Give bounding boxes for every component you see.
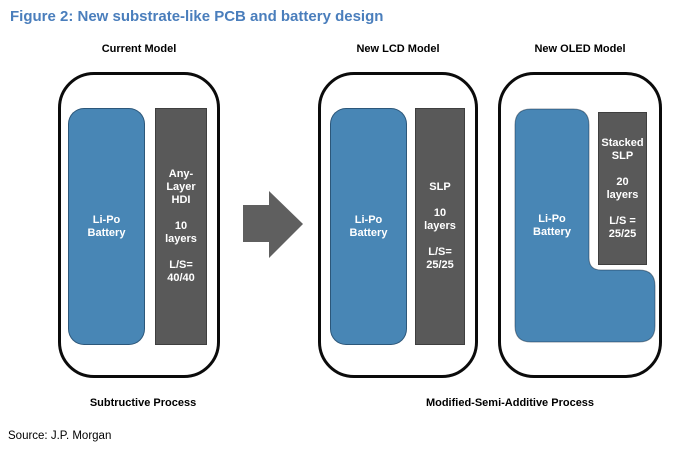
arrow-shaft [243, 205, 269, 242]
phone-outline-current-model: Li-Po Battery Any- Layer HDI 10 layers L… [58, 72, 220, 378]
phone-outline-new-lcd-model: Li-Po Battery SLP 10 layers L/S= 25/25 [318, 72, 478, 378]
battery-block-lcd: Li-Po Battery [330, 108, 407, 345]
l-shaped-battery-shape [514, 108, 656, 343]
phone-outline-new-oled-model: Li-Po Battery Stacked SLP 20 layers L/S … [498, 72, 662, 378]
arrow-head [269, 191, 303, 258]
arrow-right-icon [243, 191, 303, 258]
column-header-current-model: Current Model [101, 43, 177, 55]
pcb-block-slp: SLP 10 layers L/S= 25/25 [415, 108, 465, 345]
column-header-new-lcd-model: New LCD Model [356, 43, 440, 55]
process-label-subtractive: Subtructive Process [89, 397, 197, 409]
battery-block-oled-label: Li-Po Battery [533, 212, 571, 238]
pcb-block-any-layer-hdi: Any- Layer HDI 10 layers L/S= 40/40 [155, 108, 207, 345]
figure-title: Figure 2: New substrate-like PCB and bat… [10, 8, 384, 25]
pcb-block-stacked-slp: Stacked SLP 20 layers L/S = 25/25 [598, 112, 647, 265]
source-note: Source: J.P. Morgan [8, 430, 112, 442]
column-header-new-oled-model: New OLED Model [534, 43, 626, 55]
battery-block-current: Li-Po Battery [68, 108, 145, 345]
process-label-msap: Modified-Semi-Additive Process [425, 397, 595, 409]
